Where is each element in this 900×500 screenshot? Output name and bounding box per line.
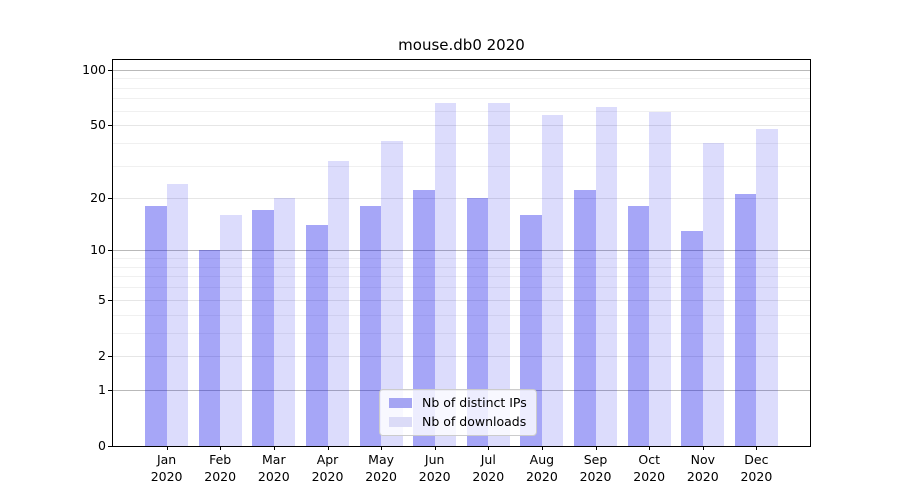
gridline-minor-3 bbox=[113, 332, 810, 334]
bar-nb-of-distinct-ips-nov bbox=[681, 230, 703, 446]
gridline-minor-60 bbox=[113, 110, 810, 112]
x-tick-label-feb: Feb 2020 bbox=[204, 452, 237, 484]
bar-nb-of-distinct-ips-dec bbox=[734, 193, 757, 446]
y-tick-mark-50 bbox=[108, 125, 112, 127]
x-tick-label-sep: Sep 2020 bbox=[579, 452, 612, 484]
bar-nb-of-distinct-ips-apr bbox=[306, 225, 328, 446]
x-tick-label-may: May 2020 bbox=[365, 452, 397, 484]
y-tick-mark-5 bbox=[108, 299, 112, 301]
y-tick-mark-100 bbox=[108, 69, 112, 71]
y-tick-label-20: 20 bbox=[90, 189, 106, 205]
bar-nb-of-distinct-ips-jul bbox=[466, 197, 489, 446]
legend-item-distinct-ips: Nb of distinct IPs bbox=[389, 395, 527, 410]
y-tick-label-1: 1 bbox=[98, 381, 106, 397]
bar-nb-of-downloads-jul bbox=[488, 103, 510, 446]
y-tick-mark-10 bbox=[108, 250, 112, 252]
bar-nb-of-downloads-oct bbox=[649, 112, 671, 446]
x-tick-mark-feb bbox=[220, 446, 222, 450]
x-tick-label-aug: Aug 2020 bbox=[525, 452, 558, 484]
gridline-minor-90 bbox=[113, 78, 810, 80]
x-tick-label-jan: Jan 2020 bbox=[150, 452, 183, 484]
legend-label-distinct-ips: Nb of distinct IPs bbox=[422, 395, 527, 410]
legend: Nb of distinct IPs Nb of downloads bbox=[379, 389, 537, 436]
gridline-sub-2 bbox=[113, 356, 810, 358]
y-tick-mark-0 bbox=[108, 446, 112, 447]
bar-nb-of-distinct-ips-feb bbox=[198, 250, 221, 446]
plot-area: Nb of distinct IPs Nb of downloads bbox=[112, 59, 811, 447]
legend-swatch-downloads-icon bbox=[389, 416, 412, 427]
y-tick-label-2: 2 bbox=[98, 348, 106, 364]
gridline-minor-8 bbox=[113, 266, 810, 268]
x-tick-mark-may bbox=[381, 446, 383, 450]
x-tick-mark-jun bbox=[434, 446, 436, 450]
x-tick-label-jun: Jun 2020 bbox=[418, 452, 451, 484]
x-tick-label-apr: Apr 2020 bbox=[311, 452, 344, 484]
gridline-minor-9 bbox=[113, 258, 810, 260]
bar-nb-of-distinct-ips-sep bbox=[574, 190, 596, 446]
bar-nb-of-downloads-jan bbox=[166, 183, 189, 446]
bar-nb-of-downloads-may bbox=[381, 141, 403, 446]
x-tick-mark-dec bbox=[756, 446, 758, 450]
y-tick-label-50: 50 bbox=[90, 117, 106, 133]
gridline-major-100 bbox=[113, 69, 810, 71]
y-tick-mark-1 bbox=[108, 389, 112, 391]
y-tick-label-0: 0 bbox=[98, 438, 106, 453]
y-tick-mark-20 bbox=[108, 197, 112, 199]
bar-nb-of-downloads-jun bbox=[434, 103, 457, 446]
x-tick-label-dec: Dec 2020 bbox=[740, 452, 773, 484]
legend-swatch-distinct-ips-icon bbox=[389, 397, 412, 408]
chart-title: mouse.db0 2020 bbox=[398, 36, 525, 54]
bar-nb-of-downloads-apr bbox=[327, 160, 349, 446]
x-tick-mark-nov bbox=[702, 446, 704, 450]
bar-nb-of-distinct-ips-aug bbox=[520, 214, 542, 446]
gridline-minor-40 bbox=[113, 143, 810, 145]
bar-nb-of-distinct-ips-may bbox=[359, 205, 382, 446]
bar-nb-of-downloads-feb bbox=[220, 214, 242, 446]
x-tick-label-jul: Jul 2020 bbox=[472, 452, 505, 484]
gridline-minor-4 bbox=[113, 314, 810, 316]
y-tick-mark-2 bbox=[108, 356, 112, 358]
x-tick-label-oct: Oct 2020 bbox=[633, 452, 666, 484]
x-tick-label-mar: Mar 2020 bbox=[257, 452, 290, 484]
bar-nb-of-downloads-dec bbox=[756, 128, 778, 446]
gridline-minor-30 bbox=[113, 165, 810, 167]
y-tick-label-10: 10 bbox=[90, 242, 106, 258]
bar-nb-of-downloads-nov bbox=[702, 143, 725, 446]
bar-nb-of-distinct-ips-mar bbox=[252, 210, 274, 446]
bar-nb-of-downloads-aug bbox=[541, 114, 564, 446]
bar-nb-of-downloads-sep bbox=[595, 106, 617, 446]
x-tick-mark-apr bbox=[327, 446, 329, 450]
x-tick-mark-mar bbox=[273, 446, 275, 450]
gridline-minor-6 bbox=[113, 287, 810, 289]
gridline-minor-80 bbox=[113, 87, 810, 89]
gridline-minor-7 bbox=[113, 276, 810, 278]
legend-label-downloads: Nb of downloads bbox=[422, 414, 527, 429]
y-tick-label-5: 5 bbox=[98, 291, 106, 307]
x-tick-mark-jul bbox=[488, 446, 490, 450]
bar-nb-of-distinct-ips-jun bbox=[413, 190, 435, 446]
bar-nb-of-downloads-mar bbox=[273, 197, 296, 446]
legend-item-downloads: Nb of downloads bbox=[389, 414, 527, 429]
gridline-sub-50 bbox=[113, 125, 810, 127]
gridline-minor-70 bbox=[113, 98, 810, 100]
x-tick-mark-jan bbox=[166, 446, 168, 450]
bar-nb-of-distinct-ips-oct bbox=[627, 205, 650, 446]
x-tick-mark-sep bbox=[595, 446, 597, 450]
gridline-sub-5 bbox=[113, 299, 810, 301]
gridline-sub-20 bbox=[113, 197, 810, 199]
gridline-major-10 bbox=[113, 250, 810, 252]
x-tick-mark-oct bbox=[649, 446, 651, 450]
y-tick-label-100: 100 bbox=[82, 61, 106, 77]
x-tick-label-nov: Nov 2020 bbox=[686, 452, 719, 484]
x-tick-mark-aug bbox=[541, 446, 543, 450]
bar-nb-of-distinct-ips-jan bbox=[145, 205, 167, 446]
